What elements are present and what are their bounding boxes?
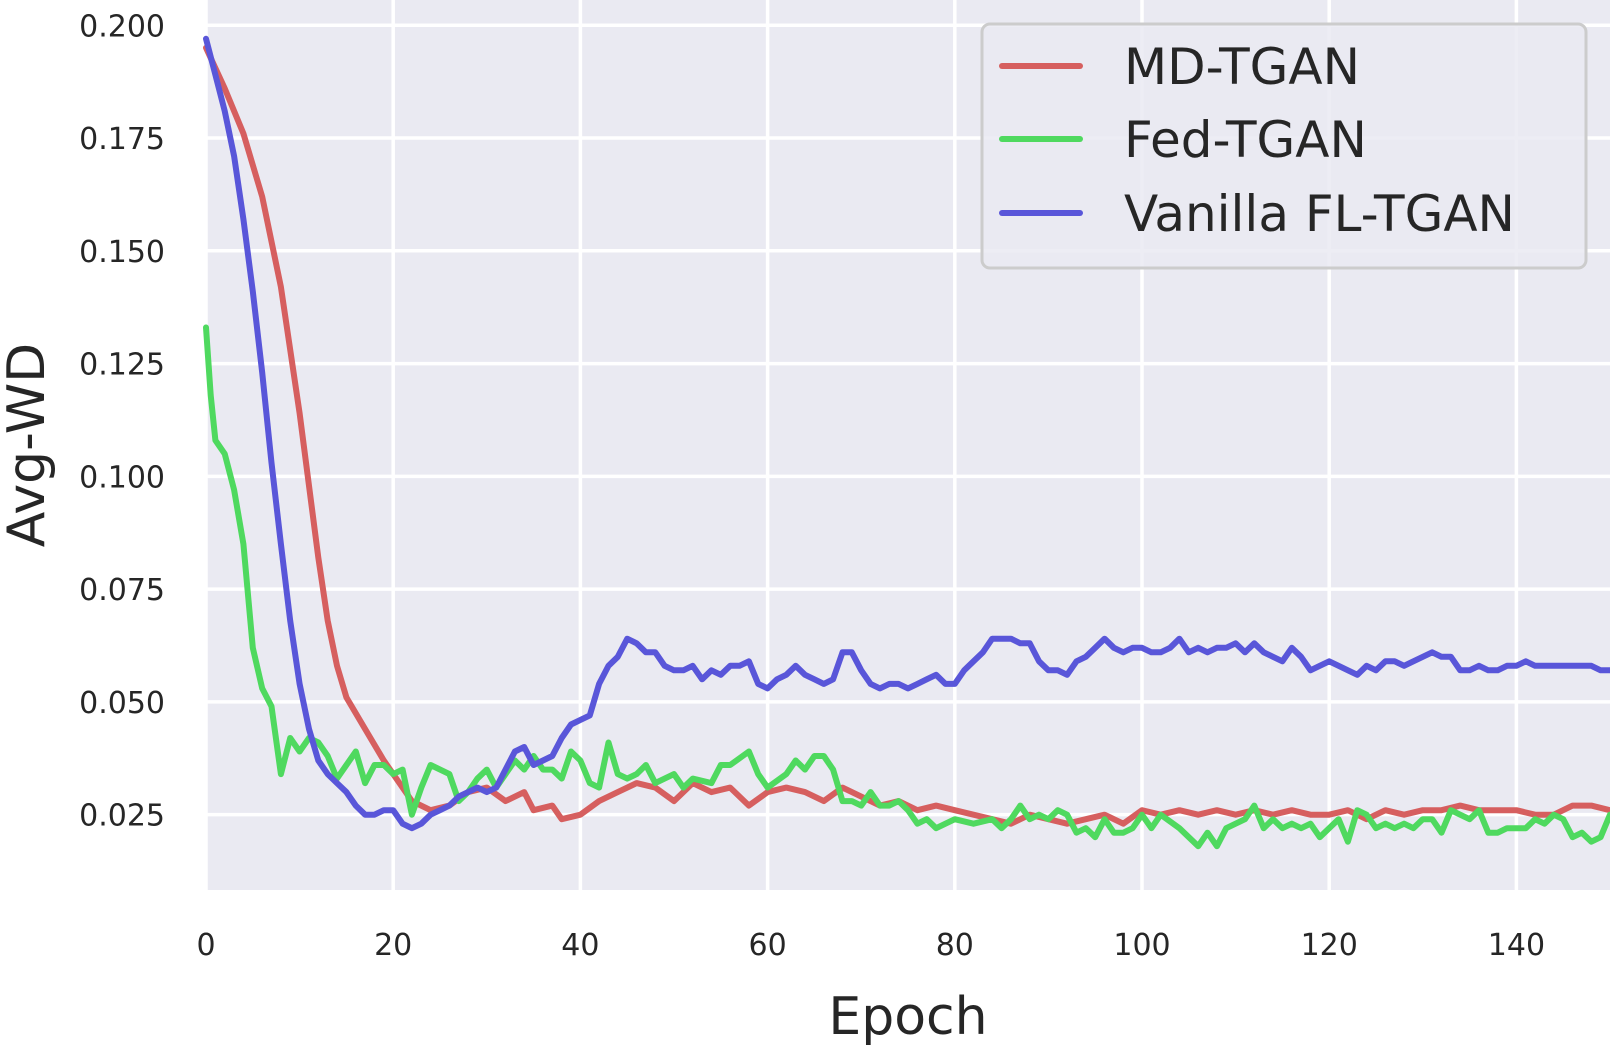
y-axis-title: Avg-WD: [0, 343, 57, 547]
y-axis-ticks: 0.025 0.050 0.075 0.100 0.125 0.150 0.175 0.200: [79, 9, 165, 833]
y-tick-label: 0.100: [79, 460, 165, 495]
x-tick-label: 100: [1113, 928, 1170, 963]
y-tick-label: 0.175: [79, 122, 165, 157]
series-line: [203, 35, 1610, 832]
series-line: [203, 324, 1610, 850]
y-tick-label: 0.075: [79, 573, 165, 608]
x-axis-ticks: 0 20 40 60 80 100 120 140: [196, 928, 1545, 963]
y-tick-label: 0.200: [79, 9, 165, 44]
x-axis-title: Epoch: [828, 987, 987, 1047]
x-tick-label: 20: [374, 928, 412, 963]
y-tick-label: 0.125: [79, 348, 165, 383]
y-tick-label: 0.025: [79, 799, 165, 834]
legend: MD-TGAN Fed-TGAN Vanilla FL-TGAN: [980, 22, 1588, 270]
legend-box: [980, 22, 1588, 270]
legend-label: MD-TGAN: [1124, 38, 1360, 96]
legend-label: Vanilla FL-TGAN: [1124, 185, 1515, 243]
series-layer: [203, 35, 1610, 850]
y-tick-label: 0.150: [79, 235, 165, 270]
y-tick-label: 0.050: [79, 686, 165, 721]
x-tick-label: 60: [749, 928, 787, 963]
x-tick-label: 120: [1301, 928, 1358, 963]
x-tick-label: 140: [1488, 928, 1545, 963]
legend-label: Fed-TGAN: [1124, 111, 1367, 169]
x-tick-label: 80: [936, 928, 974, 963]
x-tick-label: 40: [561, 928, 599, 963]
x-tick-label: 0: [196, 928, 215, 963]
